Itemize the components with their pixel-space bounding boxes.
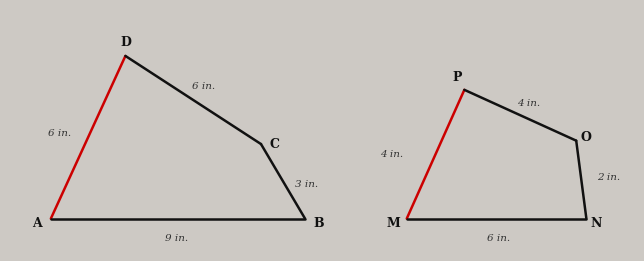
- Text: A: A: [32, 217, 42, 230]
- Text: O: O: [581, 131, 592, 144]
- Text: C: C: [270, 138, 279, 151]
- Text: 6 in.: 6 in.: [192, 82, 215, 91]
- Text: B: B: [313, 217, 324, 230]
- Text: P: P: [453, 72, 462, 85]
- Text: 6 in.: 6 in.: [487, 234, 510, 243]
- Text: 2 in.: 2 in.: [596, 174, 620, 182]
- Text: N: N: [591, 217, 602, 230]
- Text: 9 in.: 9 in.: [165, 234, 188, 243]
- Text: 4 in.: 4 in.: [517, 99, 540, 108]
- Text: 3 in.: 3 in.: [295, 180, 318, 189]
- Text: M: M: [386, 217, 400, 230]
- Text: 6 in.: 6 in.: [48, 129, 71, 138]
- Text: 4 in.: 4 in.: [380, 150, 403, 159]
- Text: D: D: [120, 36, 131, 49]
